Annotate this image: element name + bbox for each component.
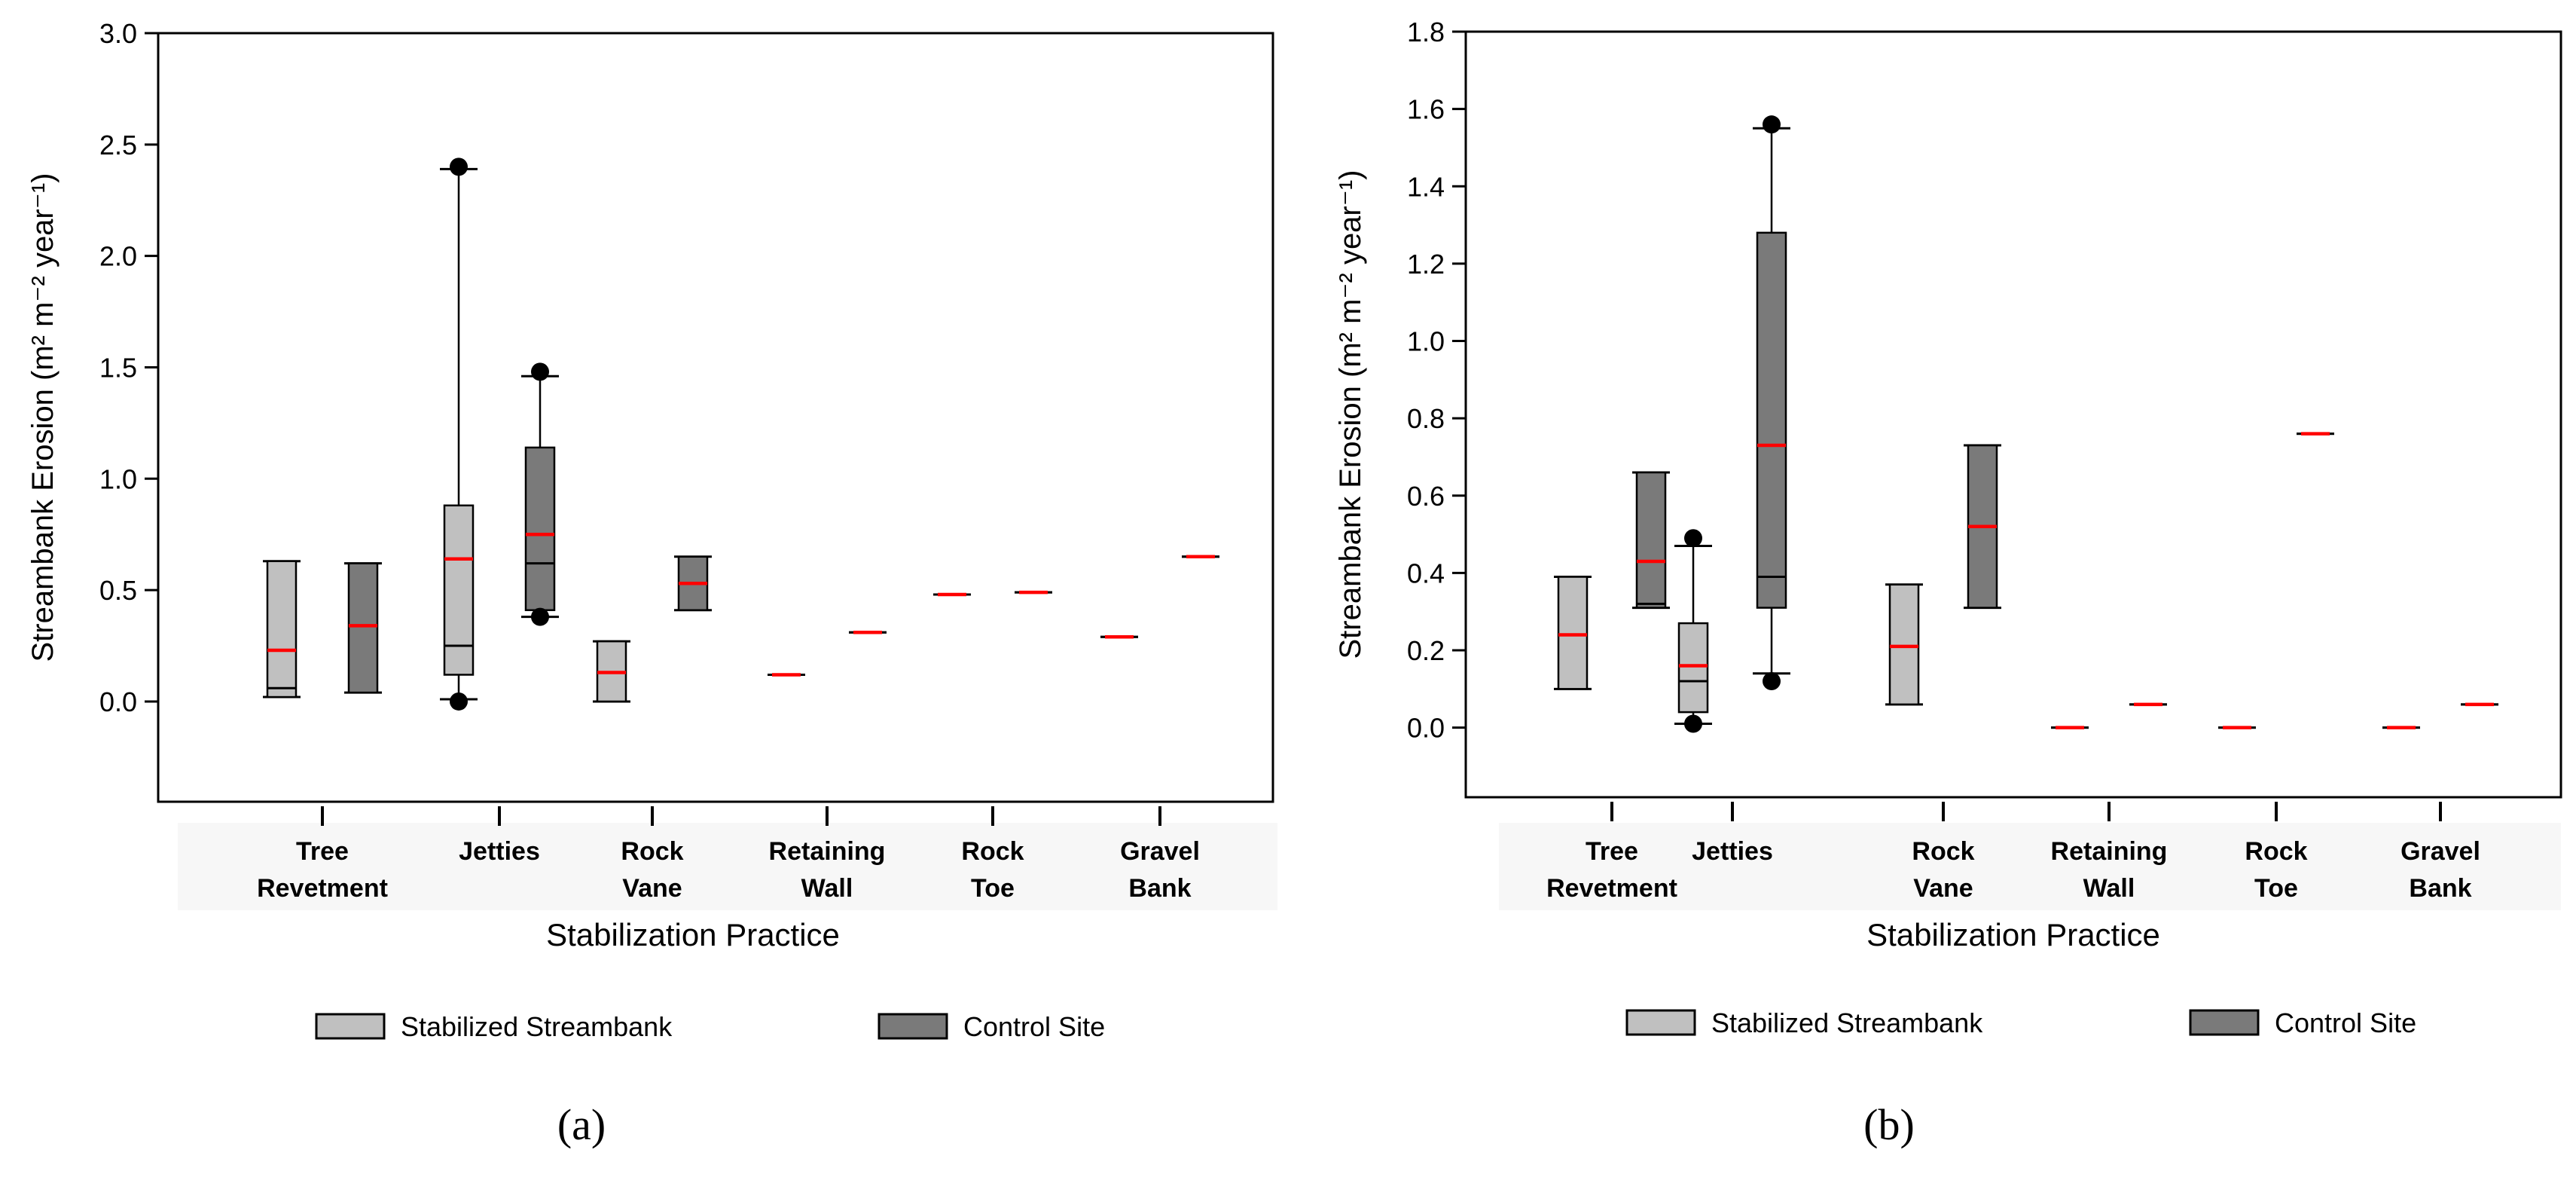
box-control — [674, 555, 712, 612]
y-tick-label: 1.4 — [1407, 171, 1445, 202]
box-body — [1756, 231, 1787, 609]
legend: Stabilized Streambank Control Site — [315, 1011, 1105, 1042]
y-tick-label: 1.0 — [1407, 326, 1445, 357]
x-tick-label-line2: Wall — [2083, 874, 2135, 903]
x-tick-label-line1: Jetties — [459, 837, 540, 866]
legend-label-stabilized: Stabilized Streambank — [1711, 1007, 1983, 1038]
x-tick-label-line1: Gravel — [2401, 837, 2480, 866]
category-label-band — [1499, 823, 2561, 910]
x-tick-label-line2: Vane — [1913, 874, 1973, 903]
x-tick-label-line2: Bank — [1128, 874, 1191, 903]
outlier-point — [531, 607, 549, 626]
x-tick-label-line2: Vane — [622, 874, 682, 903]
box-body — [1677, 622, 1709, 714]
category-label-band — [178, 823, 1277, 910]
box-control — [1632, 471, 1670, 610]
x-tick-label-line1: Jetties — [1692, 837, 1773, 866]
x-tick-label-line1: Tree — [1586, 837, 1638, 866]
y-tick-label: 3.0 — [99, 18, 137, 49]
box-body — [1635, 471, 1667, 609]
outlier-point — [1763, 115, 1781, 134]
plot-frame — [157, 32, 1274, 803]
outlier-point — [450, 157, 468, 176]
x-tick-label-line1: Rock — [1912, 837, 1974, 866]
box-stabilized — [1674, 529, 1712, 733]
y-tick-label: 0.4 — [1407, 558, 1445, 588]
box-body — [1557, 576, 1589, 690]
x-axis-title: Stabilization Practice — [1866, 917, 2160, 952]
x-tick-label-line2: Bank — [2409, 874, 2471, 903]
x-tick-label-line1: Retaining — [769, 837, 886, 866]
x-tick-label-line2: Revetment — [257, 874, 388, 903]
y-tick-label: 1.6 — [1407, 94, 1445, 125]
x-tick-label-line2: Wall — [801, 874, 853, 903]
box-body — [1888, 583, 1920, 706]
box-stabilized — [593, 640, 630, 703]
legend-label-stabilized: Stabilized Streambank — [401, 1011, 673, 1042]
box-control — [1753, 115, 1790, 691]
box-stabilized — [1554, 576, 1592, 690]
outlier-point — [1684, 529, 1702, 548]
x-tick-label-line1: Retaining — [2051, 837, 2168, 866]
y-tick-label: 0.0 — [99, 686, 137, 717]
outlier-point — [531, 362, 549, 381]
x-axis-title: Stabilization Practice — [546, 917, 840, 952]
legend-swatch-stabilized — [315, 1013, 386, 1040]
box-body — [266, 560, 298, 699]
y-tick-label: 1.8 — [1407, 17, 1445, 47]
y-tick-label: 0.6 — [1407, 481, 1445, 512]
chart-panel-b: 0.0 0.2 0.4 0.6 0.8 1.0 1.2 1.4 1.6 1.8 Streambank… — [1334, 17, 2562, 1149]
x-tick-label-line1: Rock — [2245, 837, 2307, 866]
box-control — [1964, 444, 2001, 610]
x-tick-label-line1: Gravel — [1120, 837, 1200, 866]
x-tick-label-line1: Tree — [296, 837, 349, 866]
y-tick-label: 1.2 — [1407, 249, 1445, 280]
y-tick-label: 2.0 — [99, 241, 137, 272]
x-tick-label-line1: Rock — [621, 837, 683, 866]
x-tick-label-line2: Revetment — [1546, 874, 1677, 903]
outlier-point — [1684, 714, 1702, 733]
box-stabilized — [263, 560, 301, 699]
box-control — [344, 562, 382, 694]
chart-panel-a: 0.0 0.5 1.0 1.5 2.0 2.5 3.0 Streambank Erosion … — [26, 18, 1277, 1149]
y-axis-title: Streambank Erosion (m² m⁻² year⁻¹) — [26, 173, 60, 662]
y-axis-title: Streambank Erosion (m² m⁻² year⁻¹) — [1334, 170, 1367, 659]
legend-label-control: Control Site — [963, 1011, 1105, 1042]
panel-label: (b) — [1863, 1100, 1915, 1149]
box-body — [347, 562, 379, 694]
y-tick-label: 0.8 — [1407, 403, 1445, 434]
y-tick-label: 1.0 — [99, 463, 137, 494]
plot-frame — [1464, 30, 2562, 799]
box-stabilized — [1885, 583, 1923, 706]
panel-label: (a) — [557, 1100, 606, 1149]
x-tick-label-line2: Toe — [2254, 874, 2298, 903]
box-body — [443, 504, 475, 676]
outlier-point — [450, 692, 468, 711]
outlier-point — [1763, 672, 1781, 691]
y-tick-label: 2.5 — [99, 130, 137, 160]
box-control — [521, 362, 559, 626]
legend: Stabilized Streambank Control Site — [1625, 1007, 2416, 1038]
legend-label-control: Control Site — [2275, 1007, 2416, 1038]
box-body — [524, 446, 556, 611]
y-tick-label: 1.5 — [99, 352, 137, 383]
y-tick-label: 0.0 — [1407, 713, 1445, 744]
legend-swatch-control — [2189, 1009, 2260, 1036]
legend-swatch-stabilized — [1625, 1009, 1696, 1036]
y-tick-label: 0.5 — [99, 575, 137, 606]
legend-swatch-control — [877, 1013, 948, 1040]
x-tick-label-line1: Rock — [961, 837, 1024, 866]
box-stabilized — [440, 157, 478, 711]
x-tick-label-line2: Toe — [971, 874, 1015, 903]
y-tick-label: 0.2 — [1407, 635, 1445, 666]
